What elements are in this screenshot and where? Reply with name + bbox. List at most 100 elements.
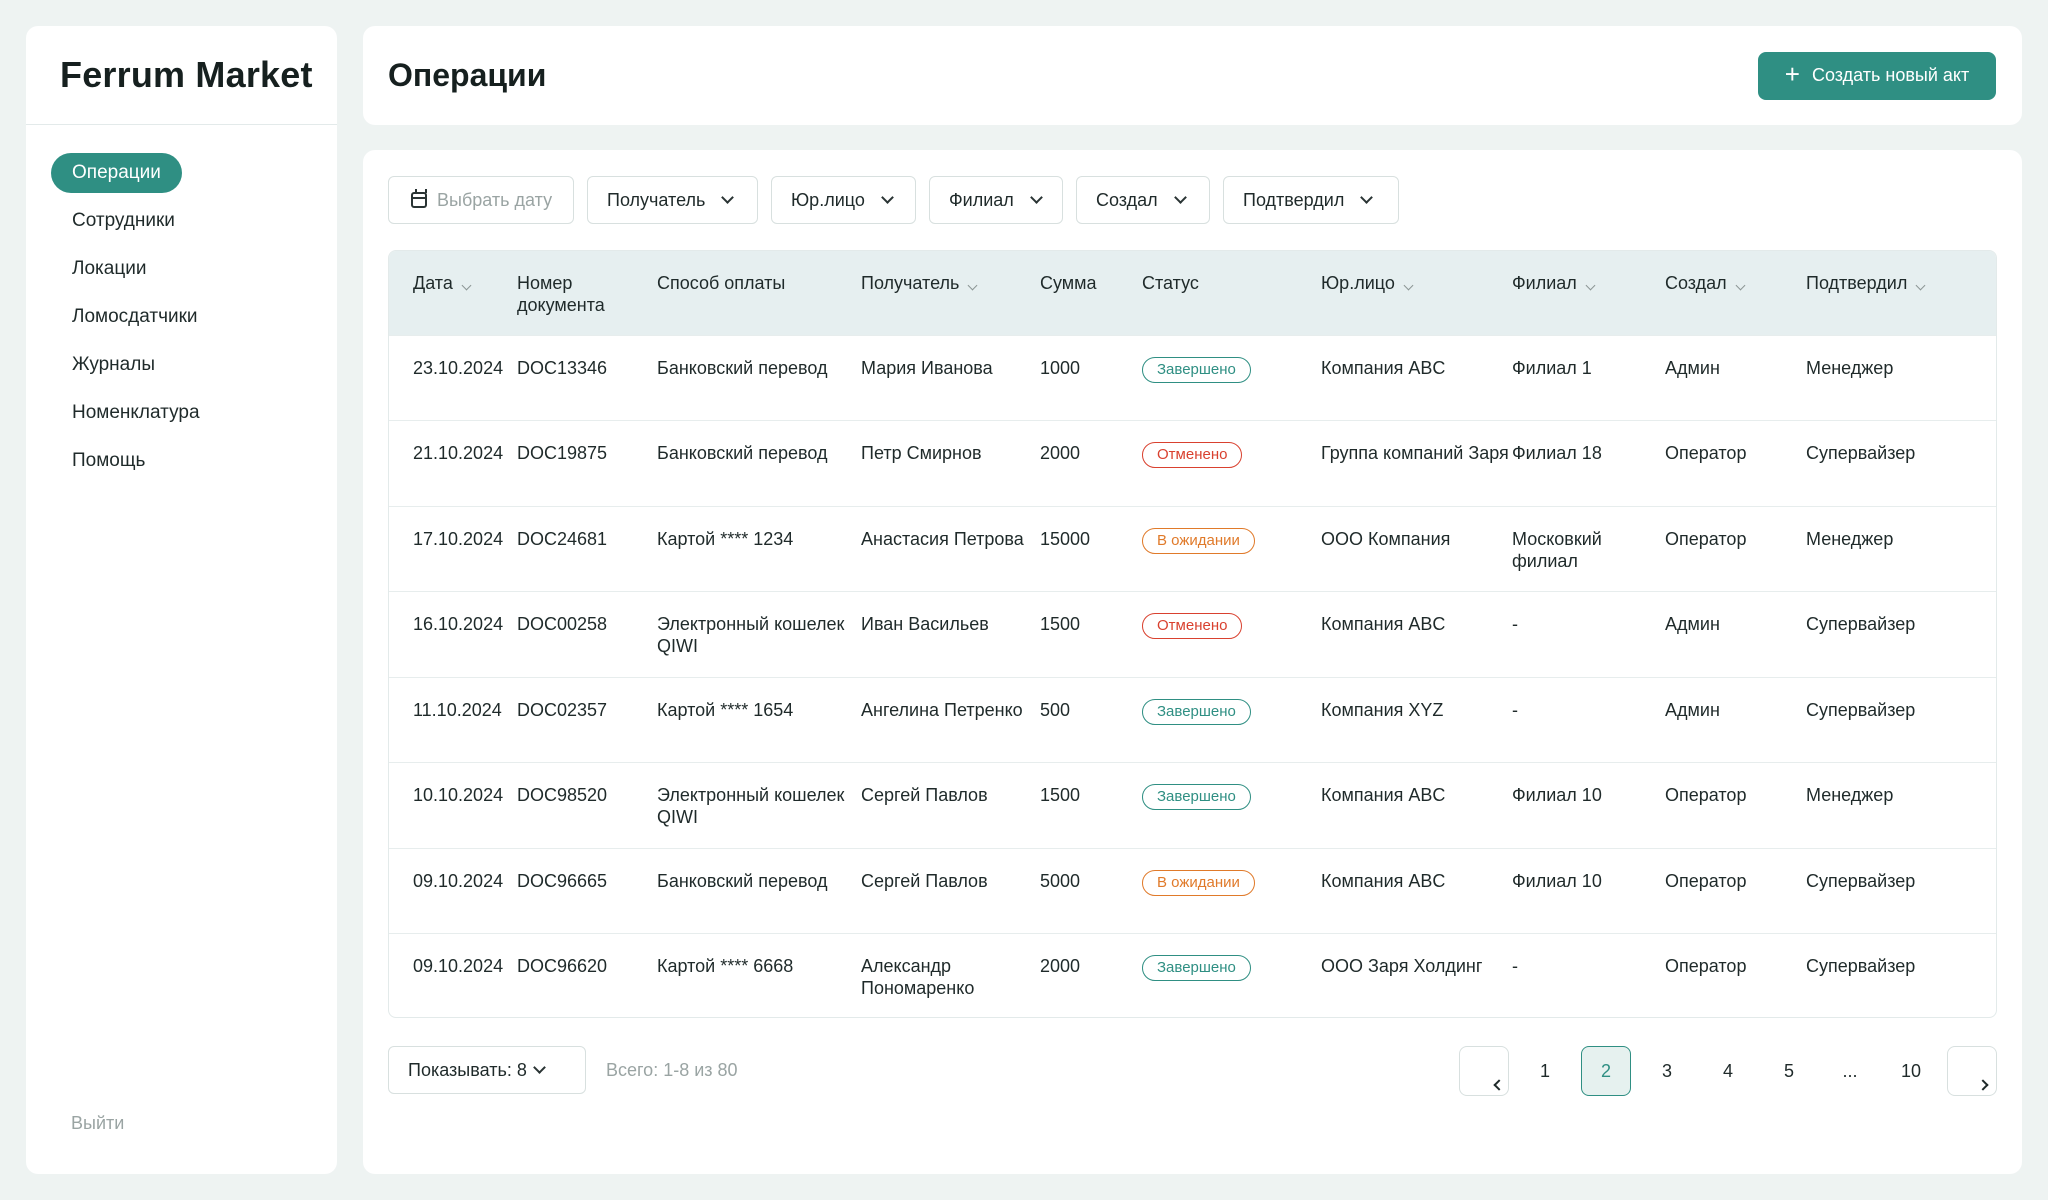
cell-date: 10.10.2024: [389, 762, 517, 848]
status-badge: Отменено: [1142, 613, 1243, 639]
sidebar-item-help[interactable]: Помощь: [72, 450, 146, 471]
column-header-date[interactable]: Дата: [389, 251, 517, 335]
cell-entity: ООО Заря Холдинг: [1321, 933, 1512, 1017]
cell-status: Отменено: [1142, 420, 1321, 506]
column-header-recipient[interactable]: Получатель: [861, 251, 1040, 335]
brand-logo: Ferrum Market: [26, 26, 337, 125]
cell-confirmed: Супервайзер: [1806, 933, 1996, 1017]
cell-date: 11.10.2024: [389, 676, 517, 763]
cell-sum: 1000: [1040, 334, 1142, 421]
recipient-filter[interactable]: Получатель: [587, 176, 758, 224]
status-badge: Завершено: [1142, 784, 1251, 810]
status-badge: Завершено: [1142, 955, 1251, 981]
column-header-entity[interactable]: Юр.лицо: [1321, 251, 1512, 335]
cell-created: Оператор: [1665, 933, 1806, 1017]
table-row[interactable]: 16.10.2024 DOC00258 Электронный кошелек QI…: [389, 591, 1996, 677]
cell-branch: Филиал 10: [1512, 762, 1665, 848]
cell-doc: DOC02357: [517, 676, 657, 763]
cell-confirmed: Супервайзер: [1806, 676, 1996, 763]
chevron-down-icon: [1173, 191, 1187, 204]
cell-created: Админ: [1665, 591, 1806, 677]
cell-sum: 1500: [1040, 591, 1142, 677]
sidebar-item-operations[interactable]: Операции: [51, 153, 182, 193]
cell-entity: Компания ABC: [1321, 334, 1512, 421]
sidebar-item-scrap-suppliers[interactable]: Ломосдатчики: [72, 306, 198, 327]
cell-confirmed: Супервайзер: [1806, 591, 1996, 677]
sidebar-item-journals[interactable]: Журналы: [72, 354, 155, 375]
table-row[interactable]: 11.10.2024 DOC02357 Картой **** 1654 Ангели…: [389, 676, 1996, 763]
date-picker[interactable]: Выбрать дату: [388, 176, 574, 224]
cell-branch: -: [1512, 676, 1665, 763]
chevron-down-icon: [1029, 191, 1043, 204]
chevron-down-icon: [532, 1061, 546, 1074]
chevron-left-icon: [1492, 1079, 1505, 1091]
status-badge: В ожидании: [1142, 527, 1255, 554]
per-page-label: Показывать: 8: [408, 1059, 527, 1080]
sidebar-item-locations[interactable]: Локации: [72, 258, 147, 279]
prev-page-button[interactable]: [1459, 1046, 1509, 1096]
page-button[interactable]: 3: [1661, 1060, 1672, 1081]
page-button[interactable]: 5: [1783, 1060, 1794, 1081]
per-page-select[interactable]: Показывать: 8: [388, 1046, 586, 1094]
page-button[interactable]: 1: [1539, 1060, 1550, 1081]
page-button-current[interactable]: 2: [1581, 1046, 1631, 1096]
cell-doc: DOC96665: [517, 847, 657, 934]
confirmed-filter[interactable]: Подтвердил: [1223, 176, 1399, 224]
cell-date: 23.10.2024: [389, 334, 517, 421]
table-row[interactable]: 09.10.2024 DOC96665 Банковский перевод Серг…: [389, 847, 1996, 934]
column-header-branch[interactable]: Филиал: [1512, 251, 1665, 335]
column-header-confirmed[interactable]: Подтвердил: [1806, 251, 1996, 335]
confirmed-filter-label: Подтвердил: [1243, 189, 1345, 210]
next-page-button[interactable]: [1947, 1046, 1997, 1096]
column-header-created[interactable]: Создал: [1665, 251, 1806, 335]
cell-pay: Картой **** 1654: [657, 676, 861, 763]
cell-date: 09.10.2024: [389, 933, 517, 1017]
table-row[interactable]: 21.10.2024 DOC19875 Банковский перевод Петр…: [389, 420, 1996, 506]
cell-recipient: Александр Пономаренко: [861, 933, 1040, 1017]
chevron-down-icon: [1360, 191, 1374, 204]
operations-panel: Выбрать дату Получатель Юр.лицо Филиал С…: [363, 150, 2022, 1174]
create-act-button[interactable]: + Создать новый акт: [1758, 51, 1996, 100]
cell-pay: Картой **** 1234: [657, 505, 861, 592]
status-badge: В ожидании: [1142, 869, 1255, 896]
cell-recipient: Сергей Павлов: [861, 847, 1040, 934]
sidebar-item-nomenclature[interactable]: Номенклатура: [72, 402, 200, 423]
table-row[interactable]: 17.10.2024 DOC24681 Картой **** 1234 Анаста…: [389, 505, 1996, 592]
created-filter[interactable]: Создал: [1076, 176, 1210, 224]
page-button[interactable]: 10: [1900, 1060, 1922, 1081]
cell-sum: 2000: [1040, 420, 1142, 506]
cell-doc: DOC98520: [517, 762, 657, 848]
cell-date: 09.10.2024: [389, 847, 517, 934]
entity-filter[interactable]: Юр.лицо: [771, 176, 916, 224]
sort-chevron-icon: [1585, 280, 1596, 291]
status-badge: Завершено: [1142, 356, 1251, 383]
cell-recipient: Петр Смирнов: [861, 420, 1040, 506]
cell-branch: Филиал 10: [1512, 847, 1665, 934]
table-row[interactable]: 10.10.2024 DOC98520 Электронный кошелек QI…: [389, 762, 1996, 848]
table-row[interactable]: 09.10.2024 DOC96620 Картой **** 6668 Алекса…: [389, 933, 1996, 1017]
table-row[interactable]: 23.10.2024 DOC13346 Банковский перевод Мари…: [389, 334, 1996, 421]
column-header-doc: Номер документа: [517, 273, 605, 315]
page-button[interactable]: 4: [1722, 1060, 1733, 1081]
cell-confirmed: Супервайзер: [1806, 420, 1996, 506]
cell-confirmed: Супервайзер: [1806, 847, 1996, 934]
cell-sum: 5000: [1040, 847, 1142, 934]
logout-link[interactable]: Выйти: [71, 1113, 125, 1133]
cell-recipient: Мария Иванова: [861, 334, 1040, 421]
branch-filter-label: Филиал: [949, 189, 1014, 210]
branch-filter[interactable]: Филиал: [929, 176, 1063, 224]
cell-date: 16.10.2024: [389, 591, 517, 677]
cell-confirmed: Менеджер: [1806, 505, 1996, 592]
chevron-right-icon: [1976, 1079, 1989, 1091]
cell-pay: Банковский перевод: [657, 847, 861, 934]
status-badge: Завершено: [1142, 698, 1251, 725]
page-header: Операции + Создать новый акт: [363, 26, 2022, 125]
cell-branch: Филиал 18: [1512, 420, 1665, 506]
cell-confirmed: Менеджер: [1806, 334, 1996, 421]
cell-pay: Банковский перевод: [657, 334, 861, 421]
sidebar-item-employees[interactable]: Сотрудники: [72, 210, 175, 231]
cell-status: Завершено: [1142, 933, 1321, 1017]
cell-doc: DOC00258: [517, 591, 657, 677]
cell-status: В ожидании: [1142, 847, 1321, 934]
pagination: 1 2 3 4 5 ... 10: [1459, 1046, 1997, 1096]
